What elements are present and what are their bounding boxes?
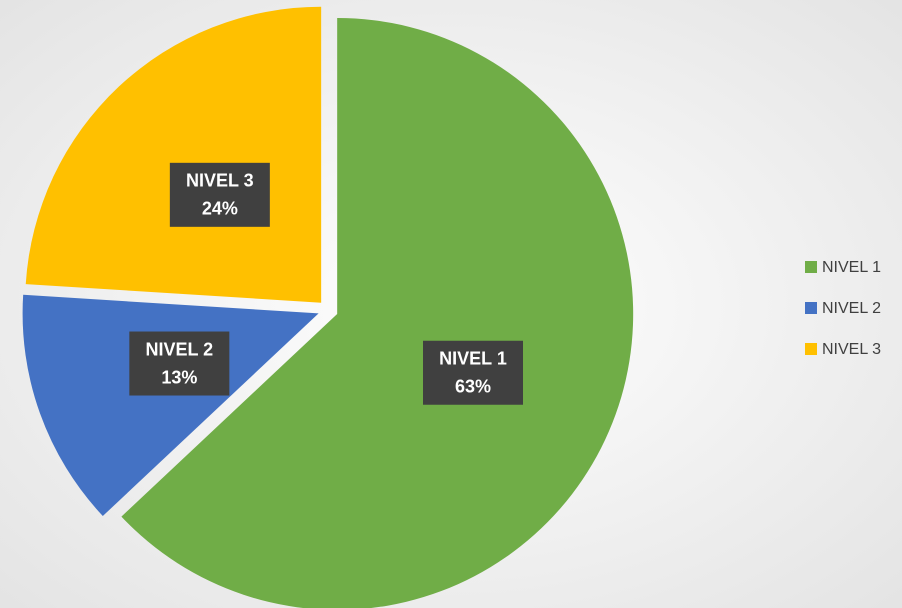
data-label-box <box>423 340 524 405</box>
data-label-box <box>129 331 230 396</box>
legend-label: NIVEL 2 <box>822 300 881 317</box>
data-label-category: NIVEL 3 <box>186 171 254 191</box>
pie-slice <box>121 17 634 608</box>
legend-label: NIVEL 1 <box>822 259 881 276</box>
data-label-category: NIVEL 2 <box>145 339 213 359</box>
legend-swatch <box>805 302 817 314</box>
legend-label: NIVEL 3 <box>822 341 881 358</box>
data-label-value: 24% <box>202 199 238 219</box>
pie-slice <box>25 6 322 303</box>
legend-swatch <box>805 343 817 355</box>
data-label-box <box>169 162 270 227</box>
pie-slice <box>22 294 319 517</box>
data-label-value: 63% <box>455 376 491 396</box>
data-label-value: 13% <box>161 367 197 387</box>
data-label-category: NIVEL 1 <box>439 348 507 368</box>
legend-swatch <box>805 261 817 273</box>
